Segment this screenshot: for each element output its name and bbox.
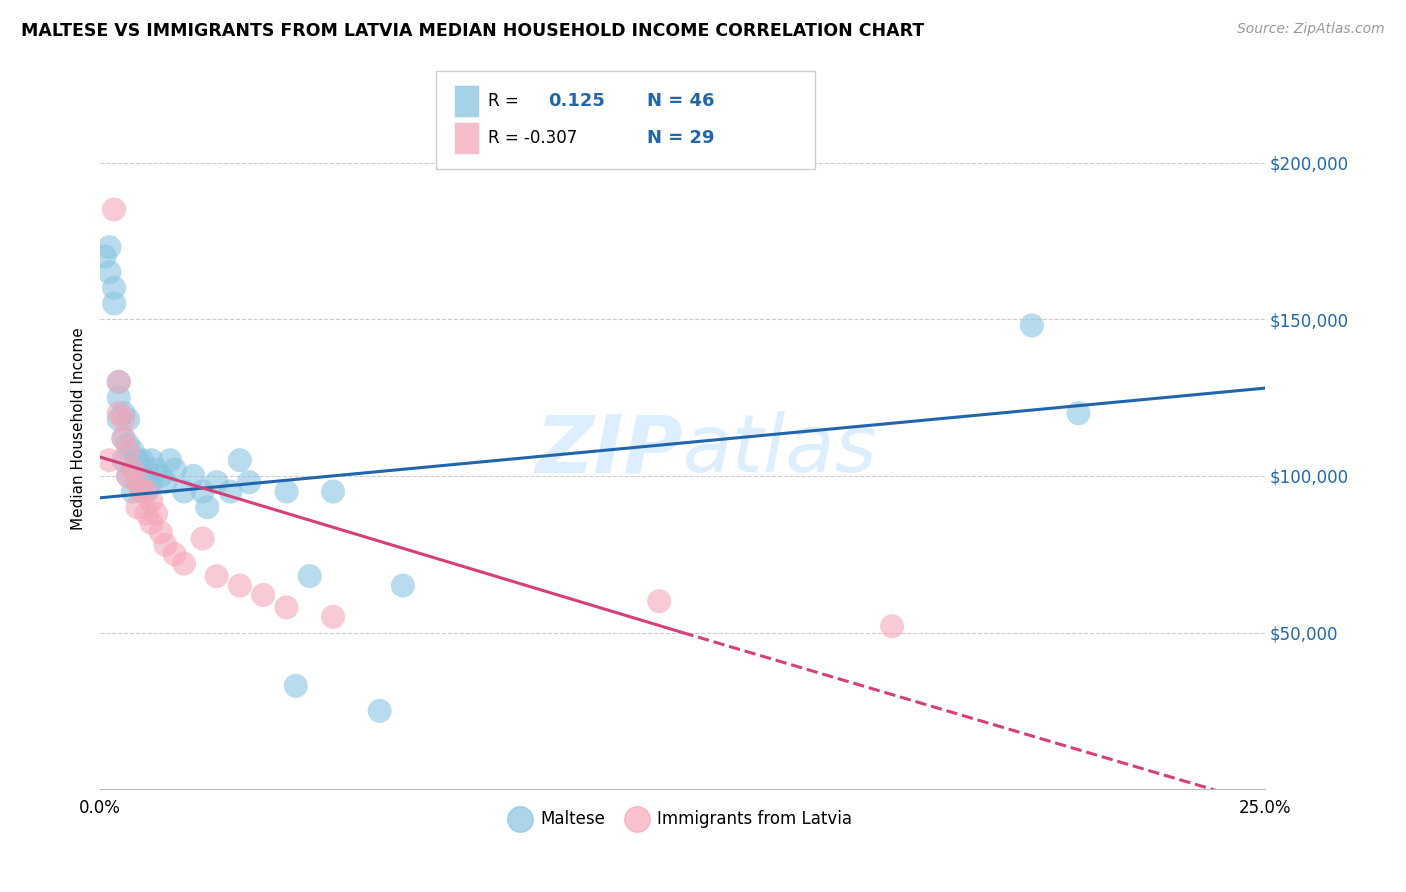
Point bbox=[107, 412, 129, 426]
Point bbox=[98, 240, 121, 254]
Y-axis label: Median Household Income: Median Household Income bbox=[72, 327, 86, 530]
Point bbox=[107, 391, 129, 405]
Text: R =: R = bbox=[488, 92, 519, 110]
Point bbox=[252, 588, 274, 602]
Point bbox=[103, 281, 125, 295]
Point bbox=[127, 475, 149, 490]
Point bbox=[112, 406, 135, 420]
Point bbox=[117, 468, 139, 483]
Point bbox=[276, 600, 298, 615]
Point bbox=[173, 557, 195, 571]
Point bbox=[94, 250, 117, 264]
Point bbox=[141, 453, 163, 467]
Point bbox=[229, 578, 252, 592]
Point bbox=[648, 594, 671, 608]
Point bbox=[112, 453, 135, 467]
Point bbox=[121, 443, 143, 458]
Point bbox=[155, 475, 177, 490]
Point bbox=[98, 453, 121, 467]
Point bbox=[1067, 406, 1090, 420]
Point bbox=[173, 484, 195, 499]
Point bbox=[181, 468, 204, 483]
Point bbox=[141, 494, 163, 508]
Point bbox=[131, 453, 153, 467]
Point bbox=[135, 484, 157, 499]
Point bbox=[103, 202, 125, 217]
Point bbox=[121, 462, 143, 476]
Point bbox=[112, 412, 135, 426]
Point bbox=[112, 431, 135, 445]
Text: N = 46: N = 46 bbox=[647, 92, 714, 110]
Point bbox=[163, 462, 186, 476]
Point bbox=[1021, 318, 1043, 333]
Point bbox=[131, 484, 153, 499]
Text: atlas: atlas bbox=[682, 411, 877, 490]
Point bbox=[392, 578, 415, 592]
Point bbox=[107, 375, 129, 389]
Point bbox=[141, 516, 163, 530]
Point bbox=[276, 484, 298, 499]
Point bbox=[117, 412, 139, 426]
Point bbox=[159, 453, 181, 467]
Text: Source: ZipAtlas.com: Source: ZipAtlas.com bbox=[1237, 22, 1385, 37]
Point bbox=[284, 679, 307, 693]
Text: ZIP: ZIP bbox=[536, 411, 682, 490]
Text: N = 29: N = 29 bbox=[647, 129, 714, 147]
Point bbox=[112, 431, 135, 445]
Point bbox=[191, 532, 214, 546]
Point bbox=[229, 453, 252, 467]
Legend: Maltese, Immigrants from Latvia: Maltese, Immigrants from Latvia bbox=[506, 804, 858, 835]
Point bbox=[149, 468, 172, 483]
Point bbox=[163, 547, 186, 561]
Point bbox=[103, 296, 125, 310]
Point bbox=[205, 475, 228, 490]
Point bbox=[121, 462, 143, 476]
Point bbox=[145, 462, 167, 476]
Point bbox=[195, 500, 218, 515]
Point bbox=[98, 265, 121, 279]
Point bbox=[107, 406, 129, 420]
Point bbox=[135, 507, 157, 521]
Point bbox=[298, 569, 321, 583]
Point bbox=[219, 484, 242, 499]
Point bbox=[107, 375, 129, 389]
Point bbox=[149, 525, 172, 540]
Text: MALTESE VS IMMIGRANTS FROM LATVIA MEDIAN HOUSEHOLD INCOME CORRELATION CHART: MALTESE VS IMMIGRANTS FROM LATVIA MEDIAN… bbox=[21, 22, 924, 40]
Point bbox=[131, 484, 153, 499]
Point bbox=[155, 538, 177, 552]
Point bbox=[117, 468, 139, 483]
Point bbox=[205, 569, 228, 583]
Point bbox=[145, 507, 167, 521]
Point bbox=[127, 453, 149, 467]
Point bbox=[135, 484, 157, 499]
Point bbox=[322, 484, 344, 499]
Text: R = -0.307: R = -0.307 bbox=[488, 129, 576, 147]
Point bbox=[135, 462, 157, 476]
Point bbox=[368, 704, 391, 718]
Text: 0.125: 0.125 bbox=[548, 92, 605, 110]
Point bbox=[191, 484, 214, 499]
Point bbox=[238, 475, 260, 490]
Point bbox=[121, 484, 143, 499]
Point bbox=[141, 475, 163, 490]
Point bbox=[127, 500, 149, 515]
Point bbox=[117, 443, 139, 458]
Point bbox=[127, 475, 149, 490]
Point bbox=[882, 619, 904, 633]
Point bbox=[322, 610, 344, 624]
Point bbox=[117, 437, 139, 451]
